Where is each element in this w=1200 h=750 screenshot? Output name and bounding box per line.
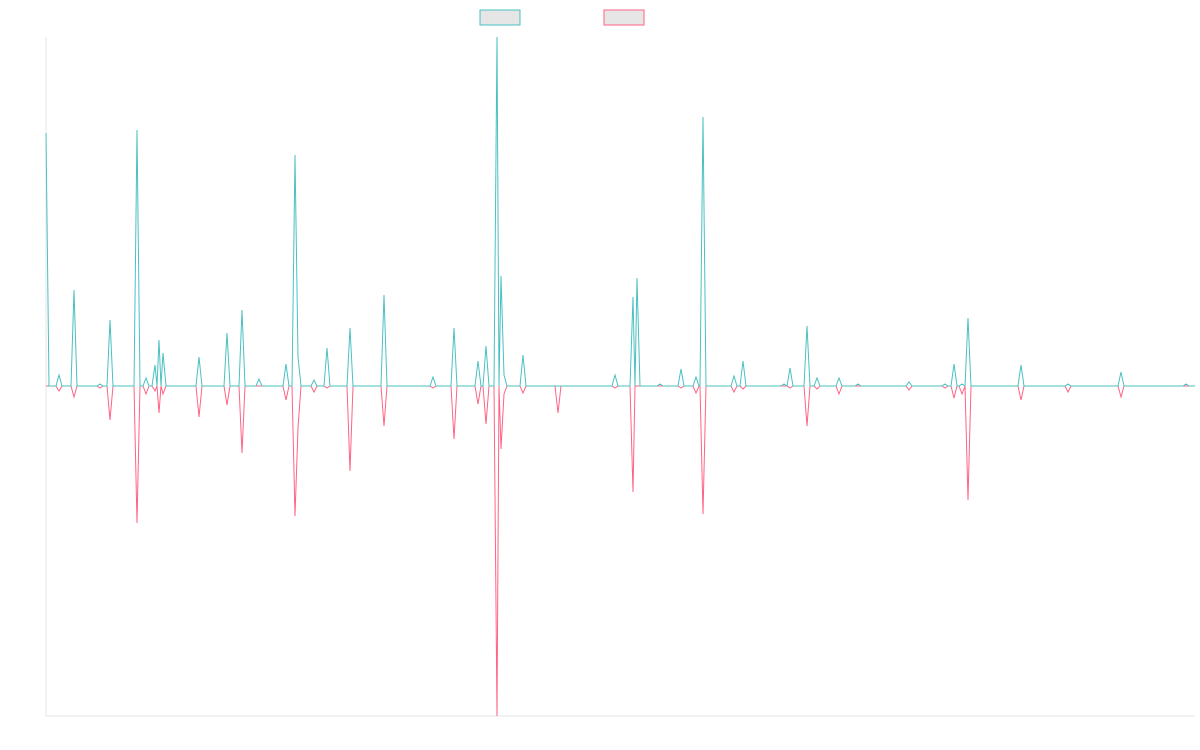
series-line xyxy=(45,36,1195,387)
series-line xyxy=(46,385,1195,717)
legend-swatch[interactable] xyxy=(479,9,521,26)
legend-swatch[interactable] xyxy=(603,9,645,26)
